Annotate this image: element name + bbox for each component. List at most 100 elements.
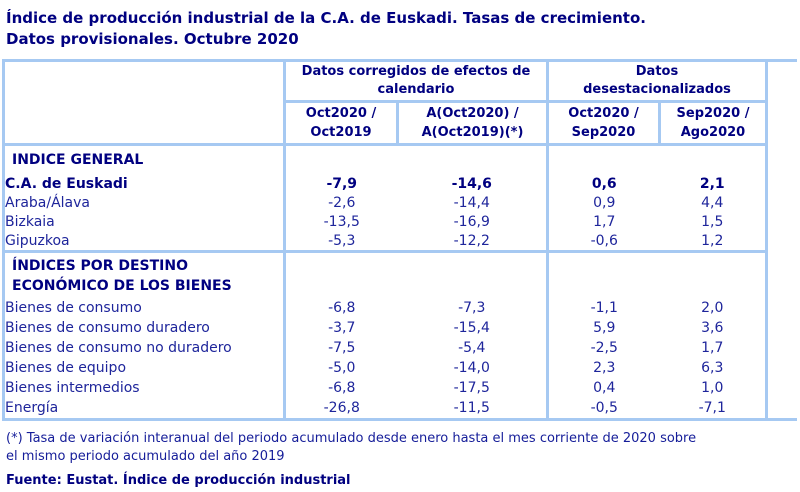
page-title-line1: Índice de producción industrial de la C.… bbox=[6, 9, 646, 27]
section-title-destino: ÍNDICES POR DESTINO ECONÓMICO DE LOS BIE… bbox=[2, 250, 286, 298]
table-row-gipuzkoa: Gipuzkoa -5,3 -12,2 -0,6 1,2 bbox=[2, 231, 797, 252]
col-header-oct2020-sep2020: Oct2020 / Sep2020 bbox=[547, 101, 661, 146]
cell-value: -14,0 bbox=[397, 358, 549, 378]
col-header-accumulated: A(Oct2020) / A(Oct2019)(*) bbox=[397, 101, 549, 146]
empty-cell bbox=[285, 145, 398, 175]
cell-value: -7,1 bbox=[659, 398, 768, 420]
table-row-consumo-duradero: Bienes de consumo duradero -3,7 -15,4 5,… bbox=[2, 318, 797, 338]
cell-value: -16,9 bbox=[397, 212, 549, 231]
group-header-seasonal: Datos desestacionalizados bbox=[547, 60, 768, 103]
col-header-line: Sep2020 / bbox=[676, 106, 750, 121]
table-row-energia: Energía -26,8 -11,5 -0,5 -7,1 bbox=[2, 398, 797, 420]
section-title-destino-line2: ECONÓMICO DE LOS BIENES bbox=[12, 277, 232, 294]
cell-value: 0,4 bbox=[593, 380, 616, 396]
footnote: (*) Tasa de variación interanual del per… bbox=[6, 430, 800, 466]
cell-value: -5,4 bbox=[397, 338, 549, 358]
row-label: Bizkaia bbox=[2, 212, 286, 231]
cell-value: -14,4 bbox=[397, 193, 549, 212]
table-row-bizkaia: Bizkaia -13,5 -16,9 1,7 1,5 bbox=[2, 212, 797, 231]
cell-value: 3,6 bbox=[659, 318, 768, 338]
row-label: Bienes de equipo bbox=[2, 358, 286, 378]
subheader-row: Oct2020 / Oct2019 A(Oct2020) / A(Oct2019… bbox=[4, 101, 797, 146]
cell-value: -17,5 bbox=[397, 378, 549, 398]
row-label: Bienes de consumo duradero bbox=[2, 318, 286, 338]
page-title: Índice de producción industrial de la C.… bbox=[6, 8, 800, 50]
cell-value: 0,9 bbox=[593, 194, 616, 211]
col-header-line: A(Oct2019)(*) bbox=[421, 125, 524, 140]
cell-value: -7,3 bbox=[397, 298, 549, 318]
cell-value: -26,8 bbox=[323, 400, 360, 416]
table-row-consumo: Bienes de consumo -6,8 -7,3 -1,1 2,0 bbox=[2, 298, 797, 318]
table-row-consumo-no-duradero: Bienes de consumo no duradero -7,5 -5,4 … bbox=[2, 338, 797, 358]
cell-value: -0,5 bbox=[590, 400, 618, 416]
group-header-seasonal-line1: Datos bbox=[635, 64, 679, 79]
empty-cell bbox=[659, 144, 768, 174]
source-line: Fuente: Eustat. Índice de producción ind… bbox=[6, 473, 351, 488]
row-label: Bienes de consumo no duradero bbox=[2, 338, 286, 358]
col-header-oct2020-oct2019: Oct2020 / Oct2019 bbox=[284, 101, 399, 146]
group-header-calendar: Datos corregidos de efectos de calendari… bbox=[284, 60, 549, 103]
cell-value: 1,0 bbox=[659, 378, 768, 398]
cell-value: -15,4 bbox=[397, 318, 549, 338]
table-row-equipo: Bienes de equipo -5,0 -14,0 2,3 6,3 bbox=[2, 358, 797, 378]
spacer-column bbox=[767, 61, 797, 420]
col-header-line: Oct2019 bbox=[310, 125, 372, 140]
table-row-intermedios: Bienes intermedios -6,8 -17,5 0,4 1,0 bbox=[2, 378, 797, 398]
row-label: Gipuzkoa bbox=[2, 231, 286, 252]
group-header-row: Datos corregidos de efectos de calendari… bbox=[2, 60, 797, 146]
cell-value: -7,9 bbox=[326, 175, 358, 192]
cell-value: -5,3 bbox=[328, 232, 356, 249]
col-header-line: Oct2020 / bbox=[305, 106, 377, 121]
cell-value: -11,5 bbox=[397, 398, 549, 420]
col-header-sep2020-ago2020: Sep2020 / Ago2020 bbox=[659, 101, 768, 146]
table-row-euskadi: C.A. de Euskadi -7,9 -14,6 0,6 2,1 bbox=[2, 174, 797, 193]
row-label: Bienes intermedios bbox=[2, 378, 286, 398]
corner-cell bbox=[2, 60, 286, 146]
section-title-destino-line1: ÍNDICES POR DESTINO bbox=[12, 257, 189, 274]
empty-cell bbox=[659, 250, 768, 298]
section-title-row-destino: ÍNDICES POR DESTINO ECONÓMICO DE LOS BIE… bbox=[2, 250, 797, 298]
cell-value: -13,5 bbox=[323, 213, 360, 230]
col-header-line: Ago2020 bbox=[680, 125, 746, 140]
row-label: Araba/Álava bbox=[2, 193, 286, 212]
empty-cell bbox=[397, 250, 549, 298]
cell-value: 1,5 bbox=[659, 212, 768, 231]
cell-value: 2,1 bbox=[659, 174, 768, 193]
cell-value: 5,9 bbox=[593, 320, 616, 336]
cell-value: -12,2 bbox=[397, 231, 549, 252]
cell-value: -1,1 bbox=[590, 300, 618, 316]
group-header-calendar-line1: Datos corregidos de efectos de bbox=[301, 64, 531, 79]
empty-cell bbox=[397, 144, 549, 174]
col-header-line: A(Oct2020) / bbox=[426, 106, 519, 121]
footnote-line2: el mismo periodo acumulado del año 2019 bbox=[6, 449, 285, 464]
page-title-line2: Datos provisionales. Octubre 2020 bbox=[6, 30, 299, 48]
empty-cell bbox=[284, 250, 398, 298]
cell-value: -2,6 bbox=[328, 194, 356, 211]
row-label: Bienes de consumo bbox=[2, 298, 286, 318]
section-title-general: INDICE GENERAL bbox=[2, 144, 286, 174]
cell-value: 1,7 bbox=[593, 213, 616, 230]
footnote-line1: (*) Tasa de variación interanual del per… bbox=[6, 431, 697, 446]
row-label: Energía bbox=[2, 398, 286, 420]
cell-value: 2,0 bbox=[659, 298, 768, 318]
cell-value: -7,5 bbox=[328, 340, 356, 356]
empty-cell bbox=[547, 250, 660, 298]
cell-value: 2,3 bbox=[593, 360, 616, 376]
empty-cell bbox=[548, 145, 660, 175]
group-header-calendar-line2: calendario bbox=[377, 82, 455, 97]
cell-value: -3,7 bbox=[328, 320, 356, 336]
cell-value: 6,3 bbox=[659, 358, 768, 378]
col-header-line: Sep2020 bbox=[571, 125, 636, 140]
cell-value: -0,6 bbox=[590, 232, 618, 249]
group-header-seasonal-line2: desestacionalizados bbox=[583, 82, 731, 97]
cell-value: 0,6 bbox=[591, 175, 617, 192]
industrial-production-table: Datos corregidos de efectos de calendari… bbox=[2, 59, 797, 421]
cell-value: -6,8 bbox=[328, 380, 356, 396]
cell-value: -14,6 bbox=[397, 174, 549, 193]
section-title-row-general: INDICE GENERAL bbox=[2, 144, 797, 175]
table-row-araba: Araba/Álava -2,6 -14,4 0,9 4,4 bbox=[2, 193, 797, 212]
cell-value: 1,7 bbox=[659, 338, 768, 358]
col-header-line: Oct2020 / bbox=[568, 106, 639, 121]
cell-value: -2,5 bbox=[590, 340, 618, 356]
